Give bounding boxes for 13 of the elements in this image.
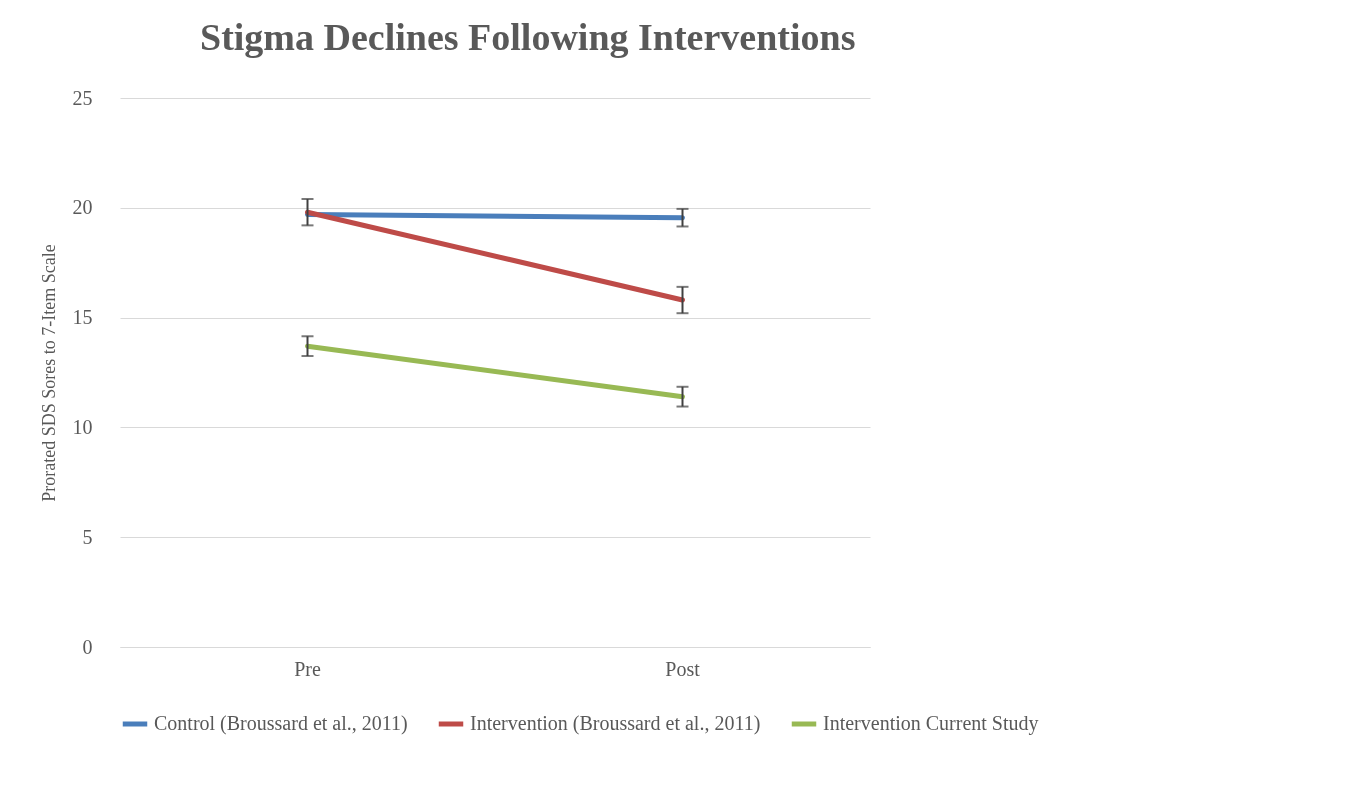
y-tick-label: 10: [72, 415, 93, 438]
y-tick-label: 15: [72, 306, 93, 329]
y-tick-label: 20: [72, 196, 93, 219]
legend-label: Control (Broussard et al., 2011): [154, 712, 408, 735]
y-axis-title: Prorated SDS Sores to 7-Item Scale: [38, 244, 59, 502]
y-tick-label: 0: [82, 635, 93, 658]
x-tick-label: Pre: [294, 657, 321, 680]
legend-label: Intervention (Broussard et al., 2011): [470, 712, 761, 735]
y-tick-label: 5: [82, 525, 93, 548]
y-tick-label: 25: [72, 86, 93, 109]
chart-title: Stigma Declines Following Interventions: [200, 16, 856, 58]
legend-label: Intervention Current Study: [823, 712, 1039, 735]
x-tick-label: Post: [665, 657, 701, 680]
